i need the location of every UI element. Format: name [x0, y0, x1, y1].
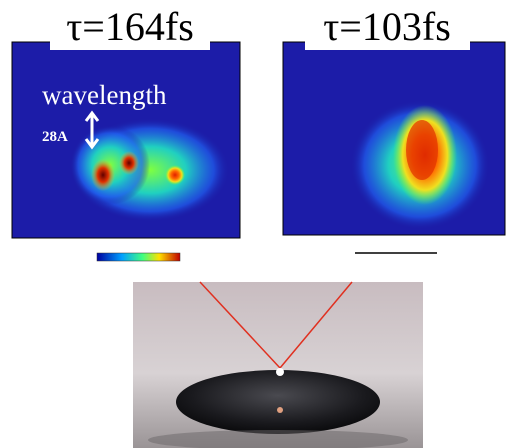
- heatmap-spot: [91, 159, 115, 191]
- right-panel: τ=103fs: [282, 0, 506, 236]
- heatmap-spot: [165, 165, 185, 185]
- annotation-scale: 28A: [42, 129, 68, 145]
- heatmap-core: [406, 120, 438, 180]
- laser-spot: [277, 407, 283, 413]
- label-box: [50, 0, 210, 50]
- colorbar: [96, 252, 181, 262]
- droplet-photo: [133, 281, 423, 448]
- heatmap-spot: [119, 151, 139, 175]
- left-panel: wavelength 28A τ=164fs: [11, 0, 241, 239]
- scale-arrow: [84, 110, 100, 150]
- laser-beam: [279, 281, 353, 369]
- laser-spot: [276, 368, 284, 376]
- label-box: [305, 0, 470, 50]
- droplet: [176, 370, 380, 434]
- panel-label: τ=164fs: [66, 4, 194, 49]
- panel-label: τ=103fs: [323, 4, 451, 49]
- laser-beam: [199, 281, 281, 369]
- droplet-reflection: [148, 430, 408, 448]
- annotation-title: wavelength: [42, 80, 167, 110]
